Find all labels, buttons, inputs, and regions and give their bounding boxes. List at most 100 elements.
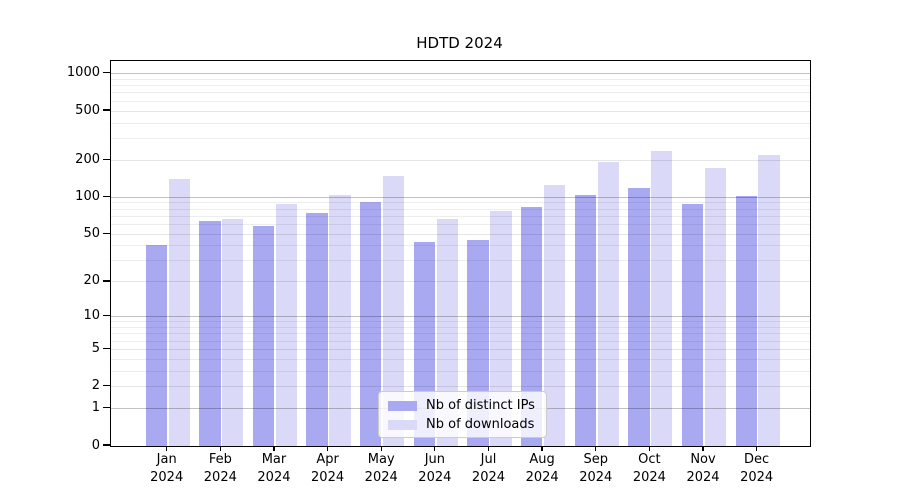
x-tick-label-jun: Jun 2024 xyxy=(418,452,452,485)
y-tick-mark-1000 xyxy=(103,72,110,74)
x-tick-label-may: May 2024 xyxy=(364,452,398,485)
gridline-y-20 xyxy=(111,281,810,283)
x-tick-label-feb: Feb 2024 xyxy=(203,452,237,485)
x-tick-label-mar: Mar 2024 xyxy=(257,452,291,485)
x-tick-mark-nov xyxy=(702,446,704,451)
gridline-y-100 xyxy=(111,196,810,198)
y-tick-mark-10 xyxy=(103,315,110,317)
gridline-y-200 xyxy=(111,159,810,161)
minor-gridline-y-700 xyxy=(111,92,810,94)
y-tick-label-0: 0 xyxy=(91,437,100,453)
x-tick-mark-jun xyxy=(434,446,436,451)
y-tick-label-1000: 1000 xyxy=(66,65,100,81)
x-tick-label-sep: Sep 2024 xyxy=(579,452,613,485)
y-tick-mark-20 xyxy=(103,280,110,282)
minor-gridline-y-7 xyxy=(111,333,810,335)
y-tick-label-10: 10 xyxy=(83,308,100,324)
gridline-y-500 xyxy=(111,110,810,112)
x-tick-label-jul: Jul 2024 xyxy=(471,452,506,485)
bar-distinct-ips-sep xyxy=(574,194,596,446)
y-tick-mark-1 xyxy=(103,407,110,409)
minor-gridline-y-300 xyxy=(111,138,810,140)
minor-gridline-y-8 xyxy=(111,327,810,329)
bar-distinct-ips-nov xyxy=(681,204,704,446)
bar-distinct-ips-mar xyxy=(252,226,275,446)
x-tick-label-apr: Apr 2024 xyxy=(311,452,345,485)
x-tick-mark-jul xyxy=(487,446,490,451)
x-tick-mark-aug xyxy=(541,446,543,451)
bar-downloads-jul xyxy=(490,210,512,446)
y-tick-mark-5 xyxy=(103,347,110,350)
x-tick-mark-oct xyxy=(648,446,651,451)
legend-label-downloads: Nb of downloads xyxy=(426,417,535,432)
minor-gridline-y-400 xyxy=(111,122,810,124)
plot-inner xyxy=(111,61,810,446)
x-tick-mark-apr xyxy=(326,446,329,451)
x-tick-label-oct: Oct 2024 xyxy=(632,452,666,485)
legend-item-downloads: Nb of downloads xyxy=(388,415,537,434)
bar-downloads-aug xyxy=(543,185,566,446)
bar-downloads-oct xyxy=(651,151,673,446)
minor-gridline-y-40 xyxy=(111,245,810,247)
bar-distinct-ips-jan xyxy=(145,244,167,446)
bar-distinct-ips-may xyxy=(360,201,382,446)
gridline-y-10 xyxy=(111,316,810,318)
y-tick-label-5: 5 xyxy=(91,340,100,356)
x-tick-label-nov: Nov 2024 xyxy=(686,452,720,485)
y-tick-label-50: 50 xyxy=(83,225,100,241)
y-tick-mark-100 xyxy=(103,195,110,197)
bar-distinct-ips-feb xyxy=(199,221,221,446)
bar-downloads-jan xyxy=(168,179,190,446)
bar-downloads-jun xyxy=(436,218,458,446)
gridline-y-2 xyxy=(111,386,810,388)
minor-gridline-y-9 xyxy=(111,321,810,323)
bar-distinct-ips-dec xyxy=(735,195,757,446)
bar-downloads-mar xyxy=(275,204,298,446)
minor-gridline-y-70 xyxy=(111,215,810,217)
gridline-y-50 xyxy=(111,233,810,235)
bar-downloads-feb xyxy=(222,218,244,446)
x-tick-mark-may xyxy=(380,446,382,451)
bar-downloads-dec xyxy=(758,154,780,446)
y-tick-mark-50 xyxy=(103,232,110,234)
minor-gridline-y-800 xyxy=(111,85,810,87)
minor-gridline-y-3 xyxy=(111,370,810,372)
minor-gridline-y-900 xyxy=(111,78,810,80)
legend-label-distinct-ips: Nb of distinct IPs xyxy=(426,398,535,413)
legend-swatch-distinct-ips xyxy=(388,400,417,411)
x-tick-mark-mar xyxy=(273,446,275,451)
x-tick-mark-dec xyxy=(755,446,758,451)
y-tick-label-1: 1 xyxy=(91,400,100,416)
y-tick-mark-0 xyxy=(103,444,110,446)
bar-downloads-apr xyxy=(329,195,351,446)
minor-gridline-y-60 xyxy=(111,224,810,226)
bar-downloads-nov xyxy=(704,168,727,446)
legend-item-distinct-ips: Nb of distinct IPs xyxy=(388,396,537,415)
y-tick-mark-2 xyxy=(103,385,110,387)
gridline-y-5 xyxy=(111,348,810,350)
x-tick-label-aug: Aug 2024 xyxy=(525,452,559,485)
y-tick-mark-500 xyxy=(103,109,110,111)
chart-title: HDTD 2024 xyxy=(416,34,503,52)
bar-downloads-sep xyxy=(597,161,619,446)
plot-area xyxy=(110,60,811,447)
x-tick-label-jan: Jan 2024 xyxy=(150,452,184,485)
y-tick-label-100: 100 xyxy=(75,188,100,204)
y-tick-mark-200 xyxy=(103,158,110,160)
x-tick-label-dec: Dec 2024 xyxy=(740,452,774,485)
gridline-y-1000 xyxy=(111,73,810,75)
minor-gridline-y-6 xyxy=(111,340,810,342)
x-tick-mark-feb xyxy=(219,446,221,451)
bar-distinct-ips-oct xyxy=(628,187,650,446)
minor-gridline-y-600 xyxy=(111,100,810,102)
minor-gridline-y-80 xyxy=(111,208,810,210)
minor-gridline-y-90 xyxy=(111,202,810,204)
y-tick-label-500: 500 xyxy=(75,102,100,118)
legend: Nb of distinct IPs Nb of downloads xyxy=(378,391,547,438)
bar-distinct-ips-apr xyxy=(306,213,328,446)
y-tick-label-20: 20 xyxy=(83,273,100,289)
y-tick-label-2: 2 xyxy=(91,378,100,394)
minor-gridline-y-30 xyxy=(111,260,810,262)
x-tick-mark-sep xyxy=(595,446,597,451)
